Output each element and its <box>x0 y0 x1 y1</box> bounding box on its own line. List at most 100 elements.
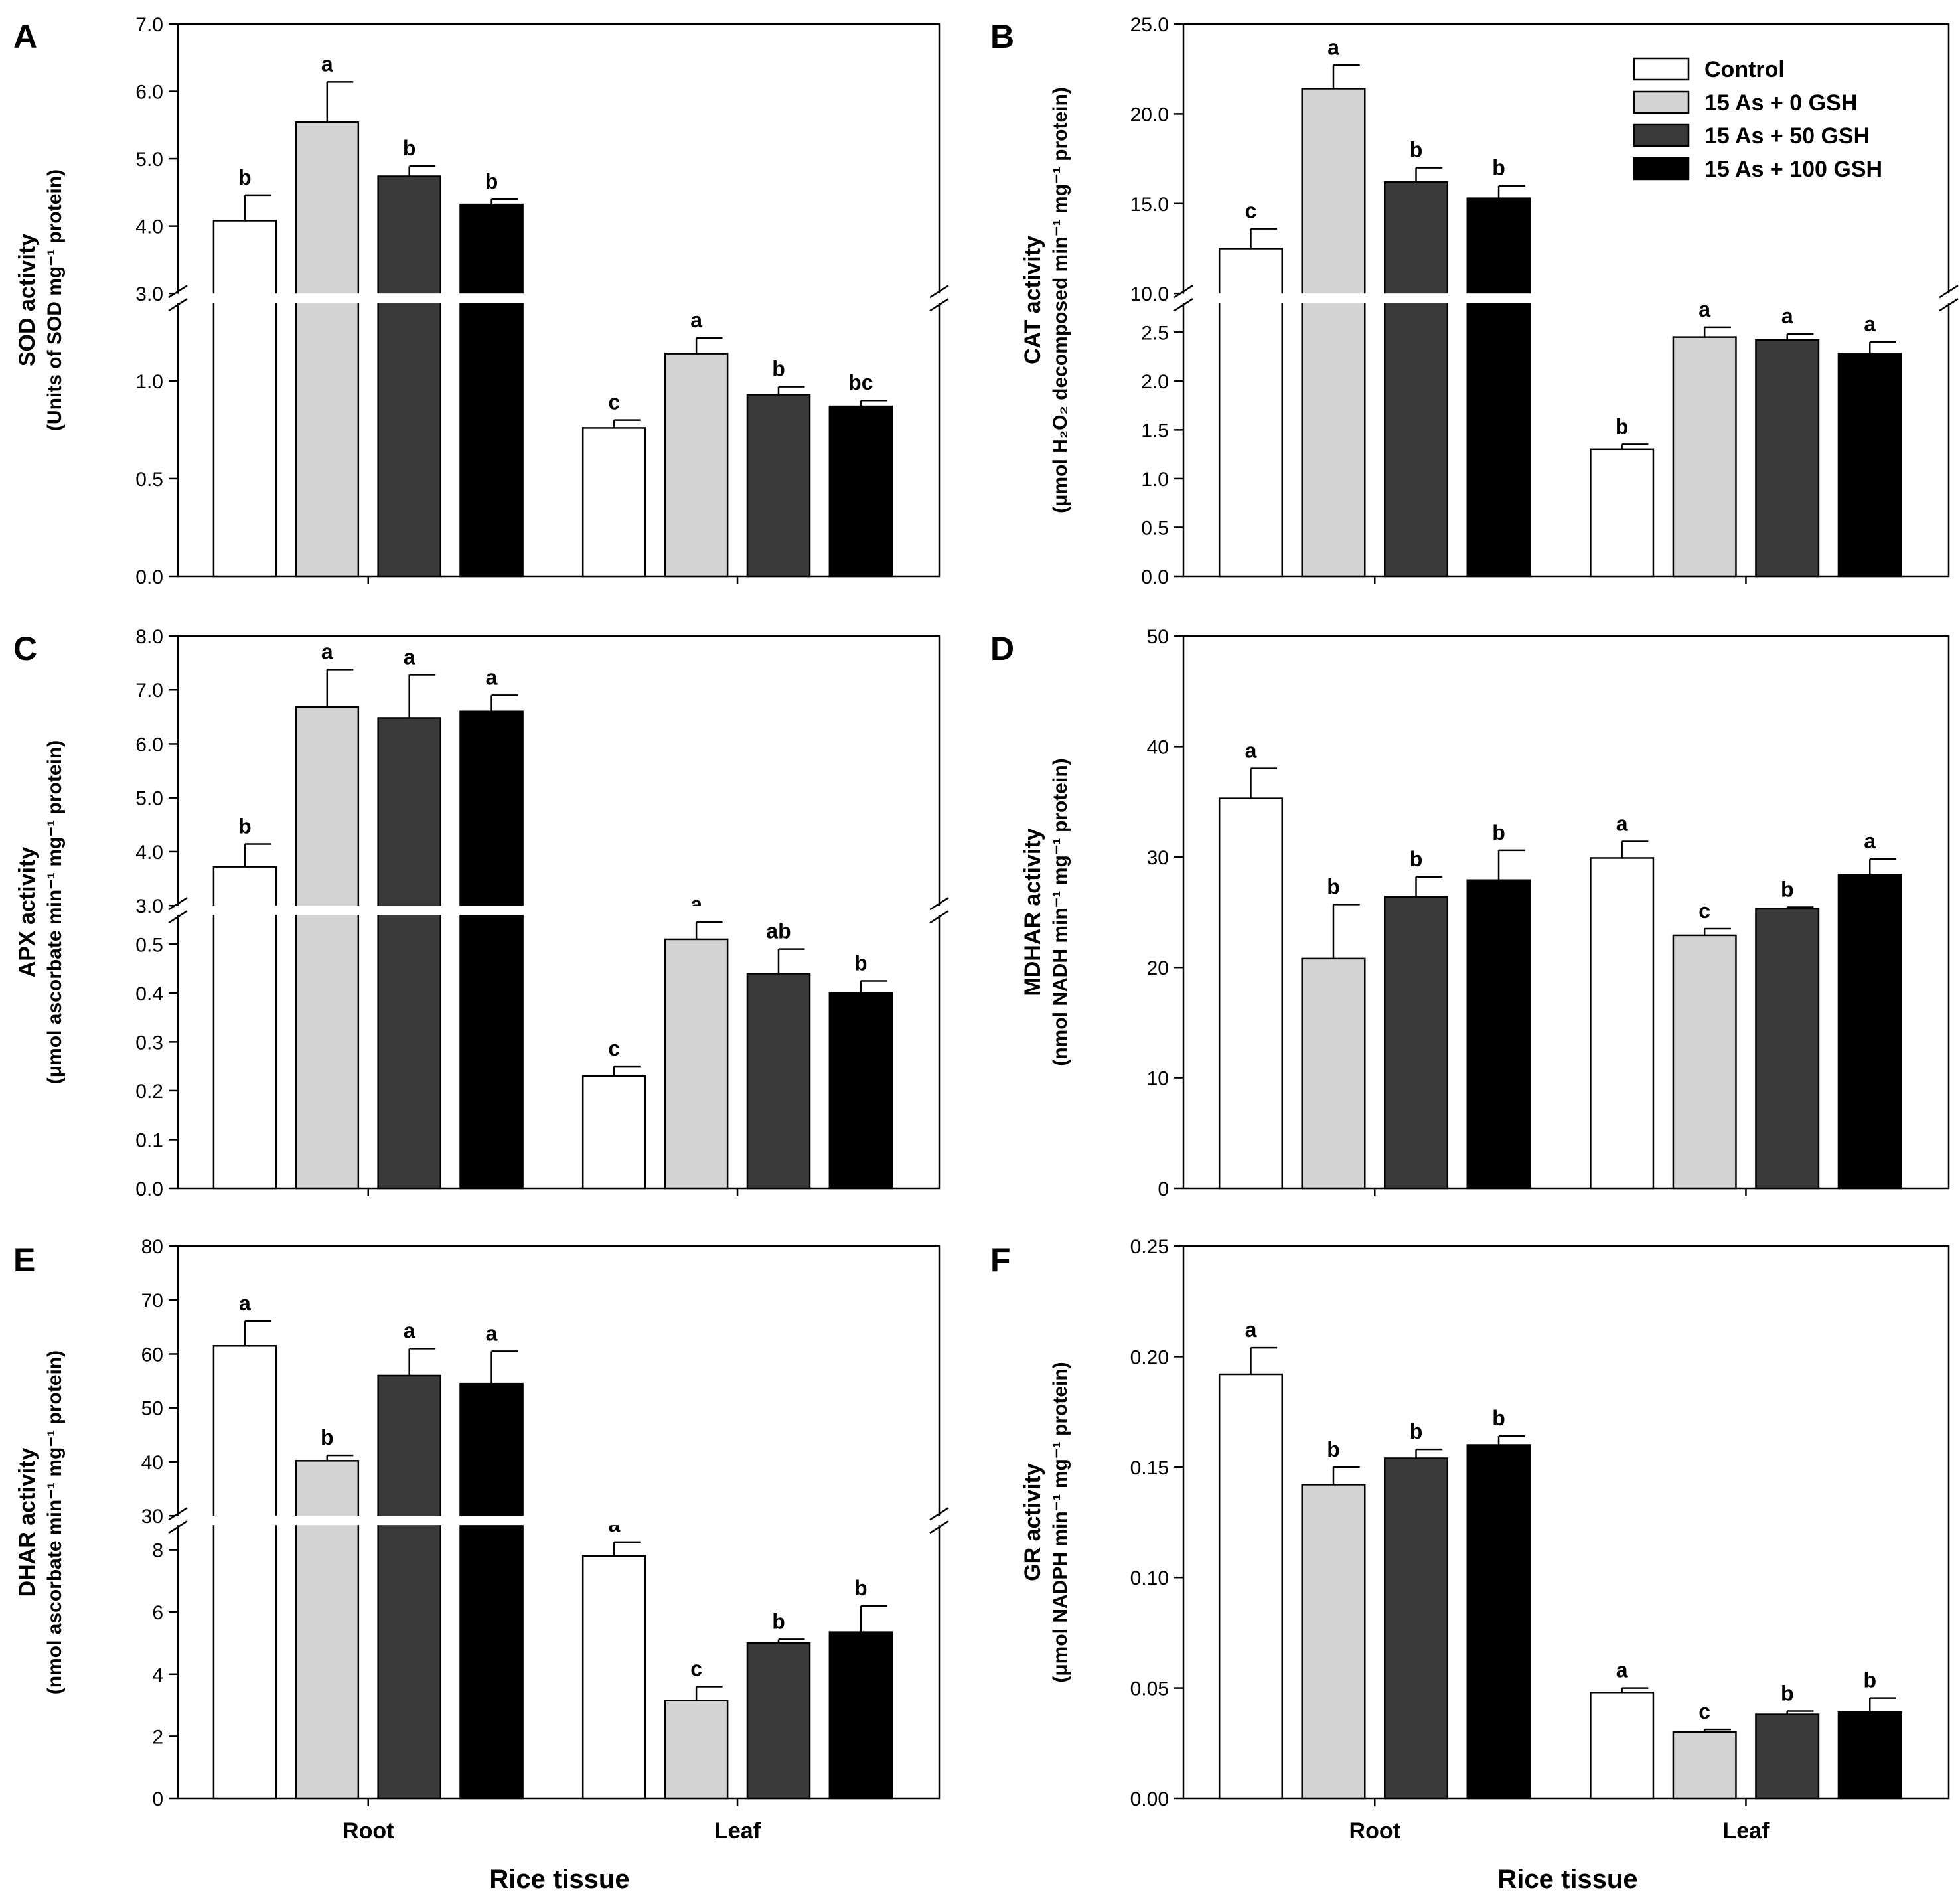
bar-15-as-+-50-gsh <box>377 175 441 578</box>
bar-control <box>1218 1373 1283 1800</box>
bar-15-as-+-50-gsh <box>1383 181 1449 578</box>
x-category-label: Root <box>1349 1818 1400 1844</box>
y-tick-label: 0.2 <box>135 1081 163 1103</box>
y-tick-label: 0.15 <box>1130 1457 1169 1479</box>
y-tick-label: 0.05 <box>1130 1678 1169 1700</box>
bar-15-as-+-100-gsh <box>1466 879 1531 1190</box>
y-tick-label: 0.4 <box>135 983 163 1005</box>
bar-control <box>1590 1692 1655 1800</box>
y-tick-label: 7.0 <box>135 680 163 702</box>
bar-control <box>581 427 646 578</box>
y-axis-unit: (nmol NADH min⁻¹ mg⁻¹ protein) <box>1049 758 1071 1066</box>
axis-break-mark <box>929 1520 949 1534</box>
legend-label: 15 As + 0 GSH <box>1704 90 1857 116</box>
y-tick-label: 0.0 <box>135 566 163 588</box>
axis-break-mark <box>929 285 949 299</box>
significance-letter: b <box>485 169 498 193</box>
significance-letter: a <box>1616 812 1628 836</box>
bar-control <box>581 1555 646 1800</box>
axis-break-mark <box>168 1520 188 1534</box>
legend-swatch <box>1633 123 1690 147</box>
bar-15-as-+-0-gsh <box>664 353 729 578</box>
y-tick-label: 0.1 <box>135 1129 163 1151</box>
y-tick-label: 0.3 <box>135 1032 163 1054</box>
bar-15-as-+-100-gsh <box>828 405 893 578</box>
panel-D: 0 10 20 30 40 50 a a b c b b b a D MDHAR activity (nmol … <box>990 626 1950 1200</box>
legend: Control 15 As + 0 GSH 15 As + 50 GSH 15 As … <box>1633 57 1882 182</box>
y-axis-title: GR activity <box>1020 1463 1045 1581</box>
bar-15-as-+-0-gsh <box>1301 1484 1366 1800</box>
axis-break-mark <box>929 298 949 312</box>
axis-break-mark <box>1173 298 1193 312</box>
bar-15-as-+-50-gsh <box>377 717 441 1190</box>
y-axis-unit: (Units of SOD mg⁻¹ protein) <box>44 169 66 431</box>
significance-letter: a <box>1327 35 1339 59</box>
panel-label: F <box>990 1241 1011 1279</box>
bar-15-as-+-100-gsh <box>459 710 524 1190</box>
bar-control <box>581 1075 646 1190</box>
bar-15-as-+-100-gsh <box>1466 197 1531 578</box>
y-tick-label: 0.00 <box>1130 1788 1169 1810</box>
axis-break-mark <box>929 910 949 924</box>
y-axis-title: CAT activity <box>1020 236 1045 364</box>
significance-letter: bc <box>848 370 873 394</box>
bar-15-as-+-100-gsh <box>1837 874 1902 1190</box>
y-tick-label: 4.0 <box>135 842 163 864</box>
y-tick-label: 2 <box>152 1726 163 1748</box>
y-tick-label: 0.25 <box>1130 1236 1169 1258</box>
y-tick-label: 40 <box>1147 736 1169 758</box>
significance-letter: c <box>1698 1700 1710 1723</box>
y-tick-label: 10.0 <box>1130 283 1169 305</box>
bar-15-as-+-0-gsh <box>664 938 729 1190</box>
panel-label: E <box>13 1241 35 1279</box>
significance-letter: a <box>1698 297 1710 321</box>
bar-15-as-+-100-gsh <box>459 1382 524 1800</box>
bar-15-as-+-50-gsh <box>377 1374 441 1800</box>
y-tick-label: 1.0 <box>1141 469 1169 491</box>
bar-15-as-+-0-gsh <box>295 121 360 578</box>
axis-break-mark <box>929 1507 949 1521</box>
significance-letter: a <box>404 645 415 669</box>
y-tick-label: 40 <box>141 1452 163 1474</box>
y-tick-label: 0.5 <box>135 469 163 491</box>
legend-label: 15 As + 100 GSH <box>1704 157 1882 182</box>
significance-letter: b <box>1492 1406 1505 1430</box>
y-tick-label: 5.0 <box>135 788 163 810</box>
bar-control <box>212 220 277 578</box>
significance-letter: a <box>1616 1658 1628 1682</box>
axis-break-mark <box>929 897 949 911</box>
x-axis-title-right: Rice tissue <box>1497 1865 1637 1894</box>
y-tick-label: 2.0 <box>1141 371 1169 393</box>
bar-15-as-+-100-gsh <box>828 1631 893 1800</box>
significance-letter: b <box>772 357 785 381</box>
y-tick-label: 4.0 <box>135 216 163 238</box>
y-tick-label: 6.0 <box>135 82 163 104</box>
legend-label: 15 As + 50 GSH <box>1704 123 1870 149</box>
y-tick-label: 6.0 <box>135 734 163 755</box>
significance-letter: b <box>1410 138 1423 162</box>
bar-15-as-+-50-gsh <box>1383 1457 1449 1800</box>
significance-letter: a <box>1245 739 1257 763</box>
bar-15-as-+-50-gsh <box>1383 896 1449 1190</box>
y-axis-unit: (μmol H₂O₂ decomposed min⁻¹ mg⁻¹ protein… <box>1049 87 1071 513</box>
significance-letter: c <box>690 1657 702 1681</box>
bar-15-as-+-0-gsh <box>295 1460 360 1800</box>
bar-15-as-+-100-gsh <box>459 203 524 578</box>
y-tick-label: 3.0 <box>135 283 163 305</box>
y-tick-label: 50 <box>141 1398 163 1420</box>
significance-letter: b <box>1327 1437 1340 1461</box>
axis-break-gap <box>174 293 943 303</box>
axis-break-mark <box>168 285 188 299</box>
axis-break-mark <box>168 910 188 924</box>
significance-letter: b <box>1781 1682 1794 1705</box>
significance-letter: a <box>404 1318 415 1342</box>
y-tick-label: 0 <box>152 1788 163 1810</box>
plot-frame <box>1182 1245 1950 1800</box>
significance-letter: c <box>1245 199 1257 223</box>
significance-letter: b <box>1327 874 1340 898</box>
x-category-label: Root <box>342 1818 394 1844</box>
y-axis-title: APX activity <box>15 847 40 978</box>
bar-15-as-+-50-gsh <box>746 1642 811 1800</box>
significance-letter: b <box>1616 414 1629 438</box>
